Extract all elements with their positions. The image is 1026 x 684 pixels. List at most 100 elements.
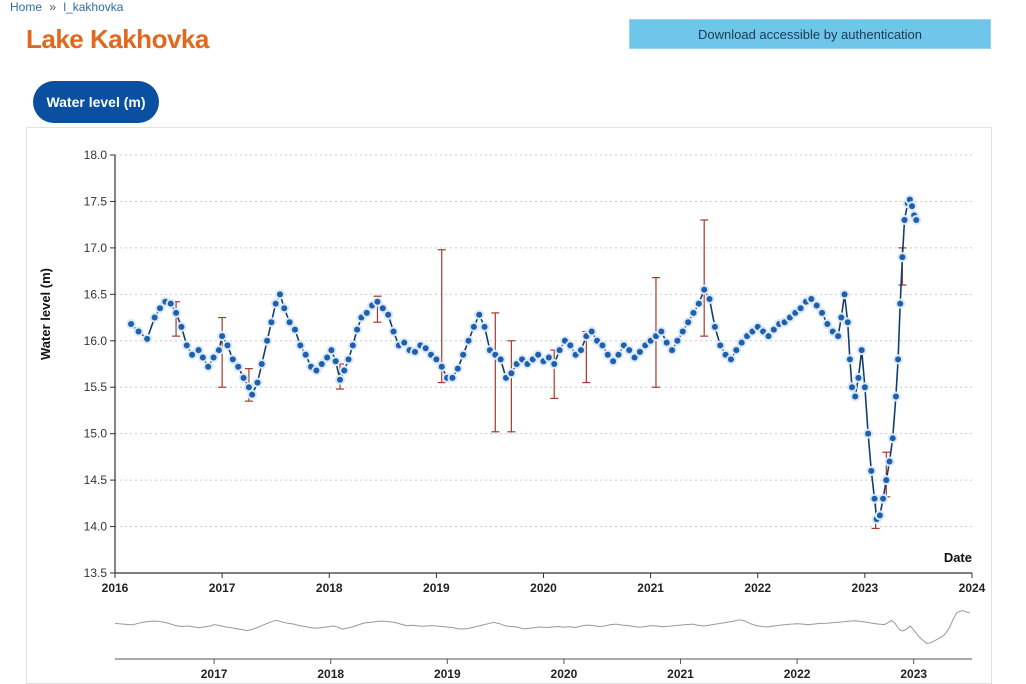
data-point[interactable] [436,361,447,372]
data-point-dot[interactable] [808,295,815,302]
data-point-dot[interactable] [690,309,697,316]
data-point-dot[interactable] [229,356,236,363]
data-point[interactable] [149,312,160,323]
data-point[interactable] [893,354,904,365]
data-point-dot[interactable] [871,495,878,502]
data-point-dot[interactable] [178,323,185,330]
data-point[interactable] [897,252,908,263]
data-point-dot[interactable] [838,314,845,321]
data-point-dot[interactable] [167,300,174,307]
data-point-dot[interactable] [880,495,887,502]
data-point[interactable] [704,293,715,304]
data-point[interactable] [715,340,726,351]
data-point[interactable] [383,309,394,320]
data-point[interactable] [352,324,363,335]
data-point[interactable] [203,361,214,372]
data-point-dot[interactable] [385,311,392,318]
data-point-dot[interactable] [363,309,370,316]
data-point-dot[interactable] [135,328,142,335]
data-point[interactable] [361,307,372,318]
data-point-dot[interactable] [551,361,558,367]
data-point[interactable] [709,321,720,332]
data-point[interactable] [656,326,667,337]
data-point-dot[interactable] [249,391,256,398]
data-point-dot[interactable] [219,333,226,340]
data-point[interactable] [839,289,850,300]
data-point[interactable] [688,307,699,318]
data-point[interactable] [176,321,187,332]
data-point-dot[interactable] [189,351,196,358]
data-point-dot[interactable] [254,379,261,386]
data-point-dot[interactable] [535,351,542,358]
data-point[interactable] [343,354,354,365]
data-point-dot[interactable] [297,342,304,349]
data-point-dot[interactable] [345,356,352,363]
data-point-dot[interactable] [341,367,348,374]
data-point[interactable] [842,317,853,328]
data-point[interactable] [270,298,281,309]
data-point-dot[interactable] [844,319,851,326]
data-point-dot[interactable] [379,305,386,312]
data-point-dot[interactable] [835,333,842,340]
data-point[interactable] [463,335,474,346]
data-point[interactable] [565,340,576,351]
data-point[interactable] [326,345,337,356]
data-point-dot[interactable] [390,328,397,335]
data-point-dot[interactable] [868,467,875,474]
data-point-dot[interactable] [797,305,804,312]
data-point-dot[interactable] [599,342,606,349]
data-point-dot[interactable] [855,374,862,381]
data-point-dot[interactable] [454,365,461,372]
data-point[interactable] [256,359,267,369]
breadcrumb-home-link[interactable]: Home [10,0,43,14]
data-point-dot[interactable] [481,323,488,330]
data-point-dot[interactable] [336,376,343,383]
data-point-dot[interactable] [819,309,826,316]
data-point-dot[interactable] [615,351,622,358]
data-point-dot[interactable] [865,430,872,437]
data-point[interactable] [300,349,311,360]
data-point-dot[interactable] [738,339,745,346]
data-point-dot[interactable] [711,323,718,330]
data-point[interactable] [447,372,458,383]
data-point-dot[interactable] [861,384,868,391]
data-point[interactable] [859,382,870,393]
data-point[interactable] [895,298,906,309]
data-point-dot[interactable] [545,354,552,361]
data-point-dot[interactable] [470,323,477,330]
data-point[interactable] [554,345,565,356]
data-point[interactable] [142,333,153,344]
data-point[interactable] [683,317,694,328]
data-point[interactable] [613,349,624,360]
data-point[interactable] [866,465,877,476]
data-point[interactable] [856,345,867,356]
data-point-dot[interactable] [183,342,190,349]
data-point-dot[interactable] [636,348,643,355]
data-point-dot[interactable] [508,370,515,377]
data-point-dot[interactable] [858,347,865,354]
data-point-dot[interactable] [268,319,275,326]
data-point[interactable] [597,340,608,351]
data-point[interactable] [217,331,228,342]
data-point-dot[interactable] [770,326,777,333]
data-point-dot[interactable] [422,345,429,352]
data-point[interactable] [452,363,463,374]
data-point[interactable] [284,317,295,328]
data-point[interactable] [672,335,683,346]
data-point[interactable] [884,456,895,467]
data-point[interactable] [586,326,597,337]
data-point-dot[interactable] [476,311,483,318]
data-point[interactable] [330,356,341,367]
data-point-dot[interactable] [556,347,563,354]
data-point-dot[interactable] [733,347,740,354]
data-point-dot[interactable] [128,321,135,328]
data-point[interactable] [833,331,844,342]
data-point-dot[interactable] [215,347,222,354]
data-point[interactable] [479,321,490,332]
data-point[interactable] [339,365,350,376]
data-point-dot[interactable] [354,326,361,333]
data-point-dot[interactable] [674,337,681,344]
data-point[interactable] [863,428,874,439]
data-point[interactable] [233,361,244,372]
data-point[interactable] [667,345,678,356]
